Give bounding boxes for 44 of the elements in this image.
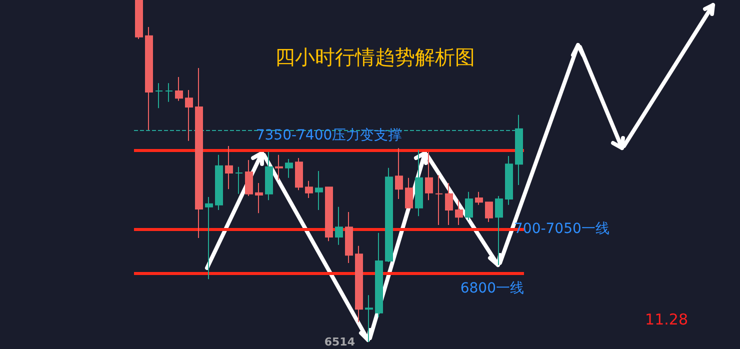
candlestick [265, 151, 273, 201]
candlestick [385, 167, 393, 262]
candlestick [255, 182, 263, 214]
candlestick [355, 245, 363, 323]
text: 四小时行情趋势解析图 [275, 45, 475, 69]
candlestick [405, 177, 413, 208]
candlestick [215, 154, 223, 210]
candlestick [475, 191, 483, 206]
candlestick [225, 146, 233, 190]
candlestick [455, 200, 463, 226]
candlestick [505, 155, 513, 206]
candlestick [245, 160, 253, 196]
candlestick [135, 0, 143, 40]
annotation: 6514 [324, 336, 356, 348]
candlestick [315, 170, 323, 210]
candlestick [485, 202, 493, 222]
candlestick [335, 206, 343, 246]
candlestick [295, 158, 303, 191]
candlestick [305, 180, 313, 199]
candlestick [165, 82, 173, 102]
candlestick [345, 212, 353, 264]
candlestick [365, 294, 373, 342]
candlestick [465, 191, 473, 220]
candlestick [325, 186, 333, 242]
candlestick [415, 150, 423, 217]
ref-line-label: 6800一线 [460, 280, 524, 297]
ref-line-label: 7350-7400压力变支撑 [256, 127, 402, 144]
candlestick [285, 158, 293, 178]
candlestick [395, 148, 403, 200]
candlestick [275, 154, 283, 180]
text: 11.28 [645, 310, 688, 328]
candlestick [495, 195, 503, 266]
candlestick [195, 68, 203, 239]
candlestick [175, 76, 183, 102]
candlestick [445, 182, 453, 226]
candlestick [155, 82, 163, 109]
candlestick [205, 196, 213, 280]
ref-line-label: 700-7050一线 [514, 221, 610, 238]
candlestick [145, 26, 153, 130]
candlestick [375, 232, 383, 318]
candlestick [185, 89, 193, 142]
candlestick [425, 151, 433, 201]
candlestick [435, 174, 443, 226]
candlestick [235, 166, 243, 194]
